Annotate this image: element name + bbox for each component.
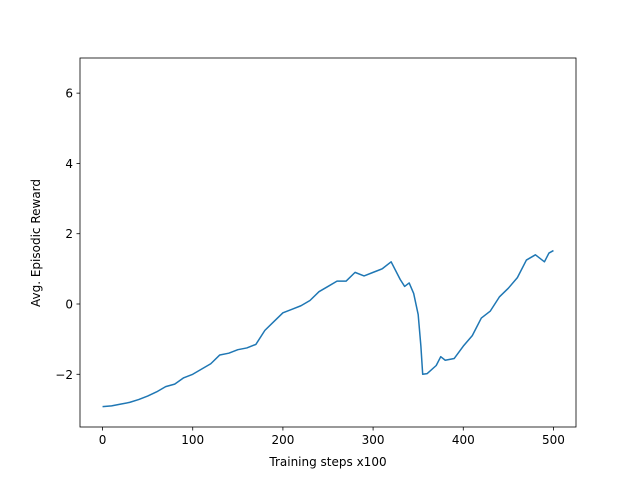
data-line — [102, 249, 554, 408]
y-tick-label: 6 — [65, 87, 73, 101]
y-tick-label: −2 — [55, 368, 73, 382]
x-tick-label: 400 — [452, 433, 475, 447]
axes-frame — [79, 57, 577, 428]
x-tick-label: 300 — [362, 433, 385, 447]
y-tick-label: 0 — [65, 298, 73, 312]
x-tick-label: 100 — [181, 433, 204, 447]
y-tick-label: 4 — [65, 157, 73, 171]
x-axis-label: Training steps x100 — [268, 455, 386, 469]
x-tick-label: 500 — [542, 433, 565, 447]
y-axis-label: Avg. Episodic Reward — [29, 179, 43, 307]
x-tick-label: 200 — [271, 433, 294, 447]
y-tick-label: 2 — [65, 227, 73, 241]
x-tick-label: 0 — [99, 433, 107, 447]
